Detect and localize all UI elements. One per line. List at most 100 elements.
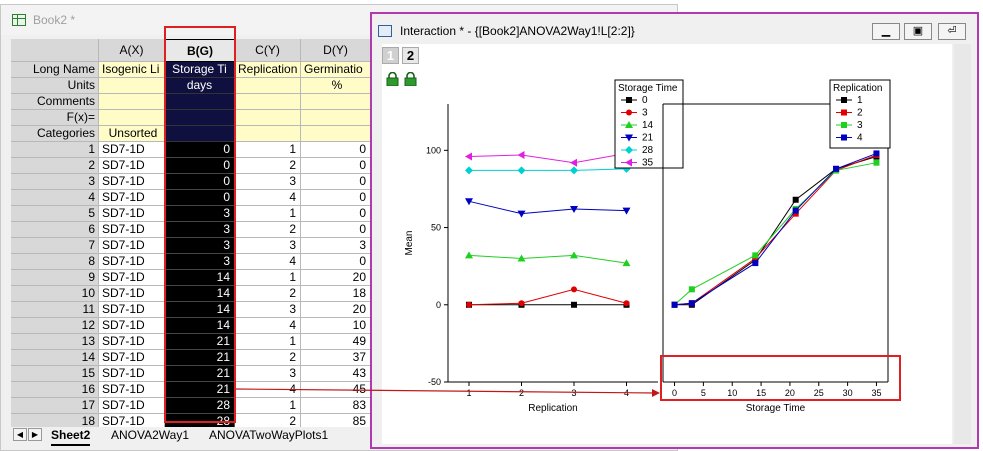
vertical-scrollbar[interactable] (954, 44, 971, 444)
table-cell[interactable]: SD7-1D (99, 222, 165, 238)
table-cell[interactable]: 4 (235, 382, 301, 398)
table-cell[interactable]: SD7-1D (99, 286, 165, 302)
table-cell[interactable]: 2 (235, 222, 301, 238)
table-cell[interactable]: 20 (301, 302, 371, 318)
graph-page[interactable]: 1 2 -50 0 50 100 Mean 1 2 3 4 Replication Storage … (382, 44, 952, 444)
table-cell[interactable]: 1 (235, 398, 301, 414)
table-cell[interactable]: 3 (301, 238, 371, 254)
tab-sheet2[interactable]: Sheet2 (51, 427, 91, 446)
table-cell[interactable]: SD7-1D (99, 382, 165, 398)
table-cell[interactable]: 0 (301, 158, 371, 174)
table-cell[interactable]: SD7-1D (99, 254, 165, 270)
table-cell[interactable]: 18 (301, 286, 371, 302)
row-number[interactable]: 2 (11, 158, 99, 174)
row-number[interactable]: 4 (11, 190, 99, 206)
table-cell[interactable]: SD7-1D (99, 270, 165, 286)
table-cell[interactable]: 1 (235, 270, 301, 286)
meta-cell[interactable] (99, 78, 165, 94)
table-cell[interactable]: 0 (301, 142, 371, 158)
table-cell[interactable]: 1 (235, 142, 301, 158)
table-cell[interactable]: 2 (235, 414, 301, 427)
table-cell[interactable]: SD7-1D (99, 158, 165, 174)
table-cell[interactable]: 0 (301, 222, 371, 238)
table-cell[interactable]: 2 (235, 286, 301, 302)
column-header[interactable]: C(Y) (235, 39, 301, 62)
meta-row-label[interactable]: Units (11, 78, 99, 94)
table-cell[interactable]: SD7-1D (99, 238, 165, 254)
table-cell-selected[interactable]: 21 (165, 382, 235, 398)
table-cell[interactable]: 3 (235, 366, 301, 382)
meta-row-label[interactable]: Comments (11, 94, 99, 110)
table-cell[interactable]: 0 (301, 206, 371, 222)
row-number[interactable]: 3 (11, 174, 99, 190)
table-cell[interactable]: SD7-1D (99, 318, 165, 334)
meta-cell[interactable] (99, 110, 165, 126)
table-cell[interactable]: 0 (301, 254, 371, 270)
meta-cell[interactable]: Unsorted (99, 126, 165, 142)
meta-row-label[interactable]: Long Name (11, 62, 99, 78)
table-cell[interactable]: SD7-1D (99, 174, 165, 190)
row-number[interactable]: 9 (11, 270, 99, 286)
table-cell[interactable]: 0 (301, 190, 371, 206)
table-cell[interactable]: 3 (235, 302, 301, 318)
meta-row-label[interactable]: Categories (11, 126, 99, 142)
table-cell[interactable]: 4 (235, 318, 301, 334)
column-header[interactable]: A(X) (99, 39, 165, 62)
row-number[interactable]: 6 (11, 222, 99, 238)
meta-cell[interactable]: % (301, 78, 371, 94)
row-number[interactable]: 13 (11, 334, 99, 350)
table-cell[interactable]: 4 (235, 190, 301, 206)
back-icon[interactable]: ⏎ (938, 23, 966, 40)
table-cell[interactable]: 3 (235, 238, 301, 254)
table-cell[interactable]: SD7-1D (99, 190, 165, 206)
lock-icon[interactable] (404, 72, 417, 86)
column-header[interactable]: B(G) (165, 39, 235, 62)
table-cell[interactable]: SD7-1D (99, 398, 165, 414)
row-number[interactable]: 16 (11, 382, 99, 398)
table-cell[interactable]: 1 (235, 206, 301, 222)
table-cell-selected[interactable]: 21 (165, 350, 235, 366)
table-cell[interactable]: 85 (301, 414, 371, 427)
table-cell[interactable]: SD7-1D (99, 350, 165, 366)
column-header[interactable]: D(Y) (301, 39, 371, 62)
tab-prev-icon[interactable]: ◀ (13, 428, 27, 441)
meta-cell[interactable] (235, 94, 301, 110)
row-number[interactable]: 12 (11, 318, 99, 334)
meta-cell[interactable] (301, 126, 371, 142)
meta-cell[interactable]: Storage Ti (165, 62, 235, 78)
table-cell-selected[interactable]: 14 (165, 318, 235, 334)
row-number[interactable]: 17 (11, 398, 99, 414)
table-cell[interactable]: SD7-1D (99, 302, 165, 318)
tab-next-icon[interactable]: ▶ (28, 428, 42, 441)
row-number[interactable]: 18 (11, 414, 99, 427)
table-cell[interactable]: 1 (235, 334, 301, 350)
table-cell[interactable]: 49 (301, 334, 371, 350)
table-cell[interactable]: SD7-1D (99, 142, 165, 158)
table-cell[interactable]: 20 (301, 270, 371, 286)
interaction-window[interactable]: Interaction * - {[Book2]ANOVA2Way1!L[2:2… (370, 12, 979, 449)
table-cell[interactable]: 2 (235, 158, 301, 174)
layer-2-button[interactable]: 2 (402, 47, 419, 64)
workbook-titlebar[interactable]: Book2 * (1, 5, 677, 35)
table-cell[interactable]: 4 (235, 254, 301, 270)
meta-cell[interactable]: Replication (235, 62, 301, 78)
meta-row-label[interactable]: F(x)= (11, 110, 99, 126)
meta-cell[interactable]: Isogenic Li (99, 62, 165, 78)
table-cell[interactable]: 2 (235, 350, 301, 366)
row-number[interactable]: 11 (11, 302, 99, 318)
table-cell[interactable]: SD7-1D (99, 334, 165, 350)
meta-cell[interactable] (99, 94, 165, 110)
lock-icon[interactable] (386, 72, 399, 86)
table-cell[interactable]: 45 (301, 382, 371, 398)
meta-cell[interactable] (301, 110, 371, 126)
table-cell[interactable]: SD7-1D (99, 366, 165, 382)
table-cell[interactable]: 43 (301, 366, 371, 382)
meta-cell[interactable] (235, 126, 301, 142)
row-number[interactable]: 5 (11, 206, 99, 222)
row-number[interactable]: 14 (11, 350, 99, 366)
table-cell[interactable]: 83 (301, 398, 371, 414)
layer-1-button[interactable]: 1 (382, 47, 399, 64)
meta-cell[interactable]: Germinatio (301, 62, 371, 78)
table-cell[interactable]: 37 (301, 350, 371, 366)
row-number[interactable]: 8 (11, 254, 99, 270)
